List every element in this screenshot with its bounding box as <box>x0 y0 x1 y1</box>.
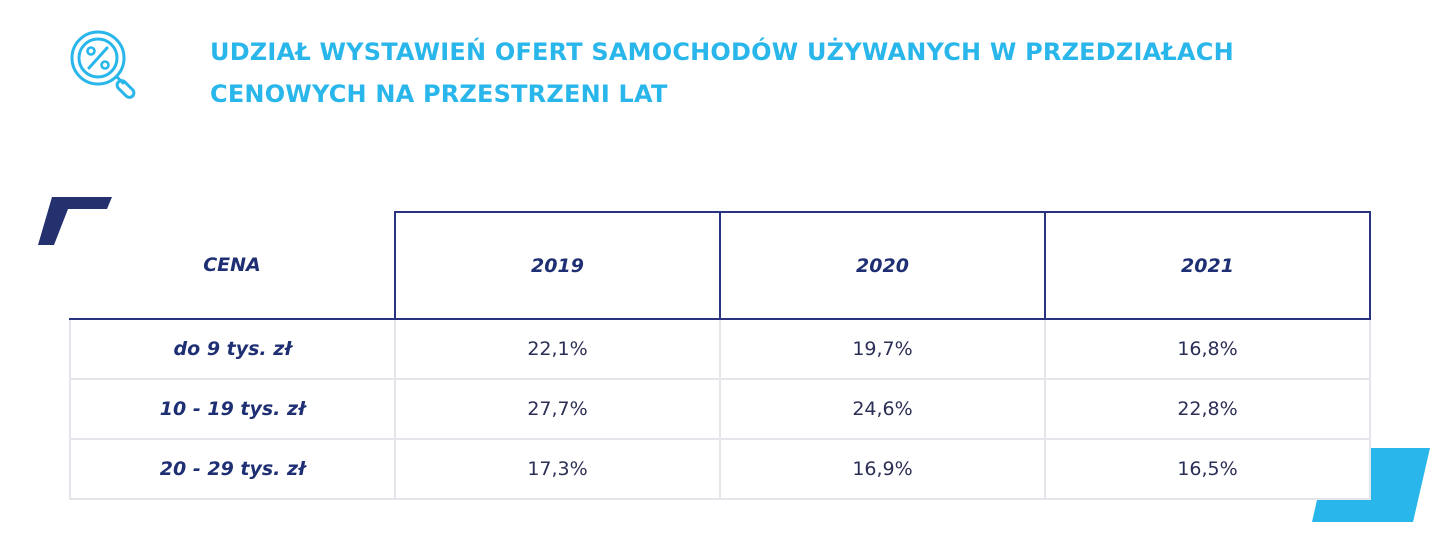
table-cell: 16,9% <box>719 438 1046 500</box>
column-header-2020: 2020 <box>719 211 1046 320</box>
row-label: do 9 tys. zł <box>69 318 396 380</box>
table-cell: 17,3% <box>394 438 721 500</box>
column-header-2019: 2019 <box>394 211 721 320</box>
row-label: 20 - 29 tys. zł <box>69 438 396 500</box>
column-header-cena: CENA <box>70 212 396 320</box>
price-share-table: CENA 2019 2020 2021 do 9 tys. zł 22,1% 1… <box>69 211 1371 500</box>
table-cell: 24,6% <box>719 378 1046 440</box>
title-line-2: CENOWYCH NA PRZESTRZENI LAT <box>210 80 668 108</box>
table-row: do 9 tys. zł 22,1% 19,7% 16,8% <box>69 318 1371 380</box>
table-cell: 22,8% <box>1044 378 1371 440</box>
table-row: 20 - 29 tys. zł 17,3% 16,9% 16,5% <box>69 438 1371 500</box>
title-line-1: UDZIAŁ WYSTAWIEŃ OFERT SAMOCHODÓW UŻYWAN… <box>210 38 1234 66</box>
table-cell: 16,8% <box>1044 318 1371 380</box>
page-title: UDZIAŁ WYSTAWIEŃ OFERT SAMOCHODÓW UŻYWAN… <box>210 31 1390 115</box>
table-row: 10 - 19 tys. zł 27,7% 24,6% 22,8% <box>69 378 1371 440</box>
corner-decoration-right <box>1312 448 1430 522</box>
row-label: 10 - 19 tys. zł <box>69 378 396 440</box>
column-header-2021: 2021 <box>1044 211 1371 320</box>
table-cell: 22,1% <box>394 318 721 380</box>
corner-decoration-left <box>38 197 112 245</box>
table-cell: 16,5% <box>1044 438 1371 500</box>
percent-magnifier-icon <box>70 30 136 99</box>
table-cell: 27,7% <box>394 378 721 440</box>
table-cell: 19,7% <box>719 318 1046 380</box>
table-header-row: CENA 2019 2020 2021 <box>70 211 1371 320</box>
